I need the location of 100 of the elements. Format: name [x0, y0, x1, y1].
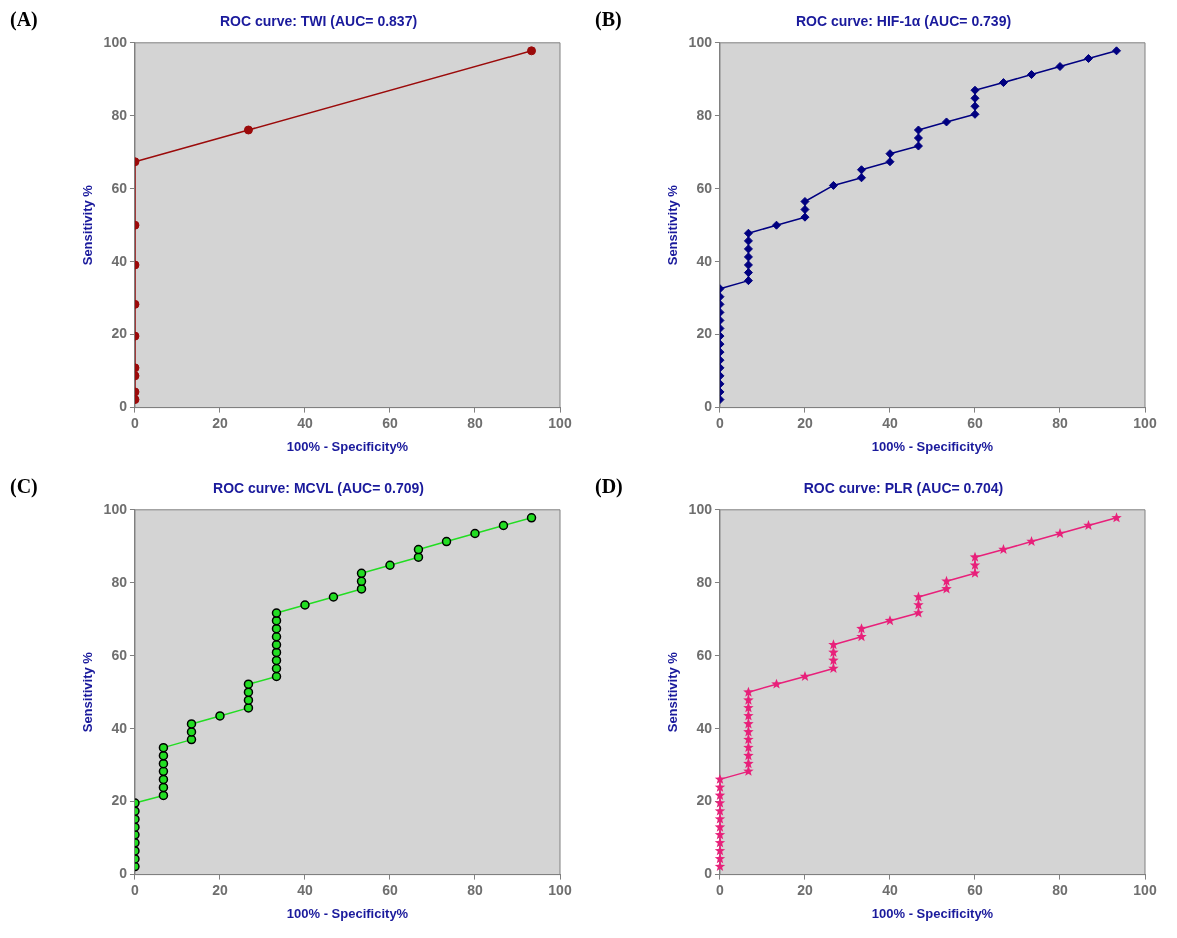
point	[913, 125, 923, 135]
y-tick-label: 40	[111, 252, 128, 269]
point	[243, 679, 254, 689]
point	[743, 228, 753, 238]
point	[714, 853, 726, 864]
point	[356, 576, 367, 587]
point	[1054, 528, 1066, 538]
y-tick-label: 60	[111, 646, 128, 663]
point	[942, 117, 952, 127]
point	[970, 85, 980, 95]
x-tick-label: 20	[212, 414, 228, 431]
point	[1083, 519, 1094, 530]
point	[356, 568, 367, 579]
point	[969, 551, 981, 562]
x-tick-label: 60	[967, 414, 983, 431]
point	[800, 212, 810, 222]
y-axis-title: Sensitivity %	[665, 651, 681, 733]
point	[714, 829, 726, 840]
point	[413, 552, 424, 562]
point	[743, 252, 753, 262]
x-tick-label: 40	[882, 881, 898, 898]
y-axis-title: Sensitivity %	[80, 651, 96, 733]
point	[158, 782, 169, 793]
point	[969, 567, 981, 578]
point	[913, 141, 923, 151]
x-axis-title: 100% - Specificity%	[286, 905, 409, 921]
point	[714, 845, 726, 856]
x-tick-label: 80	[1052, 881, 1068, 898]
point	[271, 623, 282, 634]
point	[913, 133, 923, 143]
y-tick-label: 0	[119, 865, 128, 882]
point	[243, 695, 254, 705]
y-tick-label: 60	[696, 179, 713, 196]
point	[385, 560, 395, 570]
y-tick-label: 20	[111, 792, 128, 809]
x-tick-label: 100	[1133, 881, 1157, 898]
point	[158, 750, 169, 761]
point	[998, 544, 1009, 555]
point	[743, 750, 754, 761]
text: (A)	[10, 8, 38, 31]
point	[714, 789, 726, 800]
point	[714, 837, 726, 848]
y-tick-label: 80	[696, 106, 713, 123]
point	[800, 196, 810, 206]
y-tick-label: 0	[119, 398, 128, 415]
point	[526, 513, 537, 523]
point	[271, 647, 282, 658]
chart-title: ROC curve: HIF-1α (AUC= 0.739)	[795, 13, 1012, 30]
point	[714, 821, 726, 832]
y-tick-label: 100	[688, 500, 713, 517]
point	[271, 632, 282, 642]
text: (D)	[595, 475, 623, 498]
point	[1112, 46, 1122, 56]
point	[271, 663, 282, 674]
point	[743, 686, 754, 697]
y-tick-label: 100	[688, 33, 713, 50]
point	[356, 584, 367, 594]
point	[441, 536, 452, 547]
x-tick-label: 0	[131, 414, 140, 431]
point	[215, 711, 225, 721]
x-tick-label: 80	[467, 881, 483, 898]
x-tick-label: 40	[297, 881, 313, 898]
y-tick-label: 100	[103, 33, 128, 50]
point	[970, 109, 980, 119]
point	[413, 544, 424, 555]
y-tick-label: 100	[103, 500, 128, 517]
x-tick-label: 0	[716, 414, 725, 431]
point	[271, 655, 282, 666]
x-axis-title: 100% - Specificity%	[286, 438, 409, 454]
point	[743, 276, 753, 286]
x-tick-label: 80	[467, 414, 483, 431]
x-tick-label: 40	[297, 414, 313, 431]
y-tick-label: 40	[111, 719, 128, 736]
point	[158, 758, 169, 769]
point	[158, 742, 169, 753]
x-tick-label: 20	[212, 881, 228, 898]
point	[158, 766, 169, 777]
x-axis-title: 100% - Specificity%	[871, 905, 994, 921]
y-axis-title: Sensitivity %	[665, 184, 681, 266]
point	[271, 608, 282, 618]
chart-title: ROC curve: TWI (AUC= 0.837)	[219, 13, 418, 30]
point	[498, 520, 509, 531]
point	[714, 797, 726, 808]
y-tick-label: 60	[696, 646, 713, 663]
point	[743, 268, 753, 278]
y-tick-label: 80	[111, 106, 128, 123]
x-tick-label: 100	[1133, 414, 1157, 431]
point	[243, 687, 254, 697]
x-tick-label: 60	[967, 881, 983, 898]
text: (C)	[10, 475, 38, 498]
x-tick-label: 60	[382, 881, 398, 898]
point	[271, 640, 282, 650]
point	[714, 773, 726, 784]
point	[885, 157, 895, 167]
point	[1027, 70, 1037, 80]
point	[856, 623, 867, 634]
y-tick-label: 40	[696, 719, 713, 736]
point	[828, 639, 839, 650]
x-tick-label: 100	[548, 414, 572, 431]
point	[743, 260, 753, 270]
